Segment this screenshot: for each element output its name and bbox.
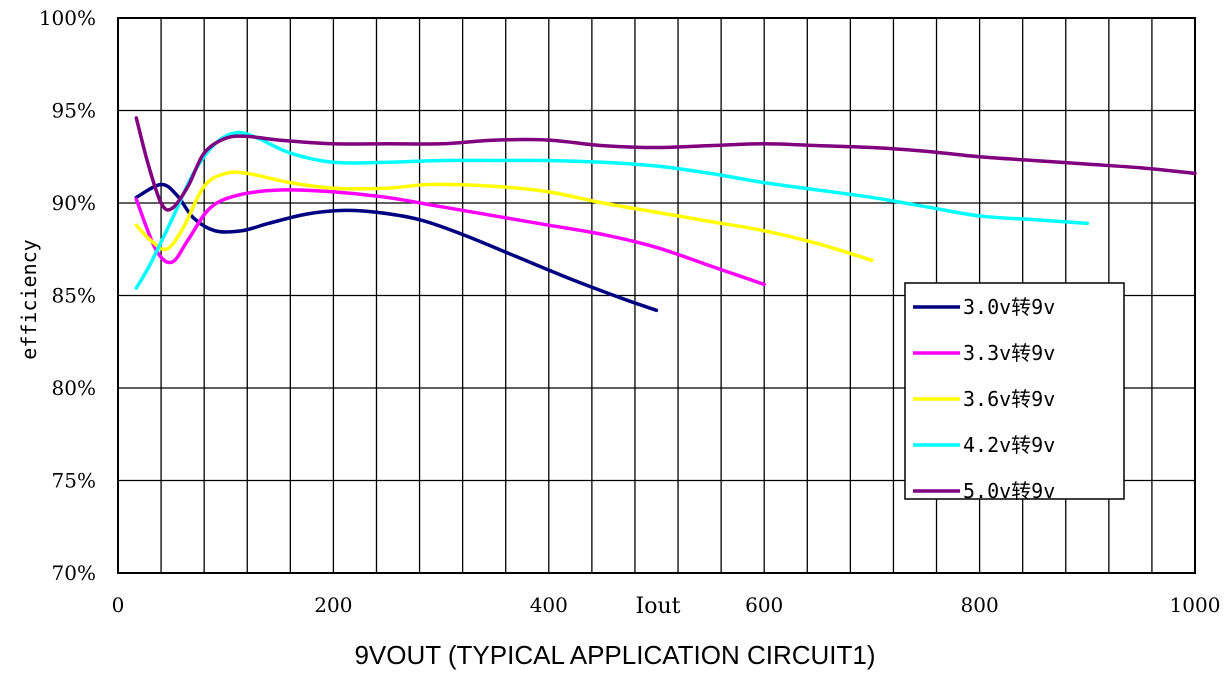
y-tick-label: 70%: [52, 561, 96, 585]
x-axis-tick-labels: 0 200 400 600 800 1000: [112, 593, 1221, 617]
y-tick-label: 80%: [52, 376, 96, 400]
x-tick-label: 1000: [1170, 593, 1221, 617]
legend-box: [904, 282, 1125, 500]
plot-area-frame: [117, 17, 1196, 574]
y-axis-tick-labels: 70% 75% 80% 85% 90% 95% 100%: [39, 6, 96, 585]
legend-label: 3.3v转9v: [963, 341, 1055, 365]
x-tick-label: 800: [961, 593, 999, 617]
x-tick-label: 0: [112, 593, 125, 617]
x-tick-label: 200: [314, 593, 352, 617]
y-tick-label: 75%: [52, 469, 96, 493]
y-axis-label: efficiency: [17, 239, 41, 359]
efficiency-chart: 70% 75% 80% 85% 90% 95% 100% 0 200 400 600 800 1000…: [17, 6, 1221, 619]
series-line-4: [134, 130, 1090, 290]
y-tick-label: 100%: [39, 6, 96, 30]
legend-label: 5.0v转9v: [963, 479, 1055, 503]
x-tick-label: 600: [745, 593, 783, 617]
y-tick-label: 85%: [52, 284, 96, 308]
y-tick-label: 95%: [52, 99, 96, 123]
series-line-1: [134, 182, 659, 313]
figure-caption: 9VOUT (TYPICAL APPLICATION CIRCUIT1): [354, 640, 876, 670]
legend-label: 4.2v转9v: [963, 433, 1055, 457]
legend-label: 3.6v转9v: [963, 387, 1055, 411]
y-tick-label: 90%: [52, 191, 96, 215]
legend-items: 3.0v转9v 3.3v转9v 3.6v转9v 4.2v转9v 5.0v转9v: [913, 295, 1055, 503]
series-lines: [134, 116, 1197, 313]
legend-label: 3.0v转9v: [963, 295, 1055, 319]
series-line-3: [134, 170, 874, 263]
x-tick-label: 400: [530, 593, 568, 617]
legend: 3.0v转9v 3.3v转9v 3.6v转9v 4.2v转9v 5.0v转9v: [904, 282, 1125, 503]
x-axis-label: Iout: [636, 594, 681, 619]
series-line-2: [134, 188, 766, 287]
series-line-5: [134, 116, 1197, 212]
